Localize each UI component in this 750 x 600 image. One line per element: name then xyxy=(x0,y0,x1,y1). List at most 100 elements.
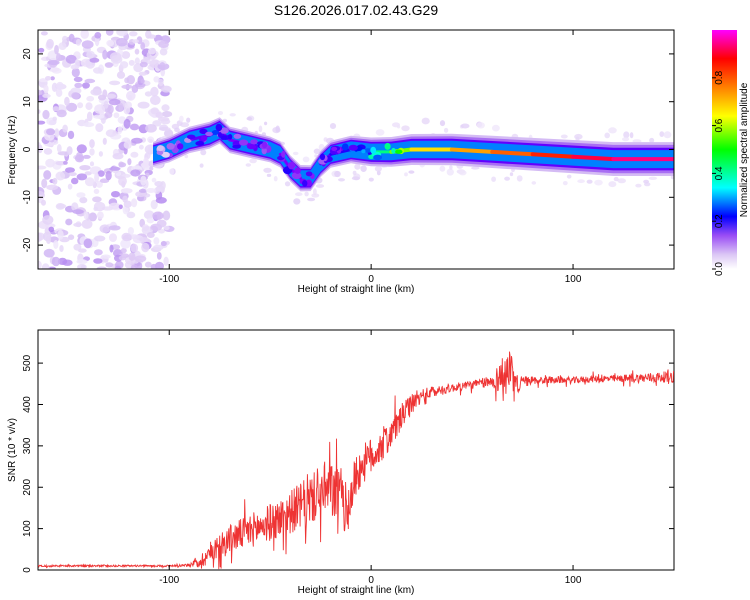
noise-blob xyxy=(141,242,150,253)
noise-blob xyxy=(70,87,82,95)
halo-blob xyxy=(184,154,189,159)
noise-blob xyxy=(131,198,138,208)
noise-blob xyxy=(155,112,164,119)
noise-blob xyxy=(77,263,87,269)
noise-blob xyxy=(86,111,93,122)
noise-blob xyxy=(105,129,117,137)
track-blob xyxy=(166,143,175,150)
halo-blob xyxy=(334,170,341,178)
noise-blob xyxy=(55,88,63,98)
noise-blob xyxy=(56,109,67,118)
noise-blob xyxy=(128,59,135,66)
noise-blob xyxy=(93,67,103,74)
noise-blob xyxy=(150,263,157,269)
noise-blob xyxy=(150,199,158,210)
noise-blob xyxy=(153,76,160,83)
y-tick-label: 100 xyxy=(22,520,33,537)
track-blob xyxy=(228,134,233,140)
noise-blob xyxy=(46,236,51,244)
x-tick-label: 0 xyxy=(368,575,374,586)
noise-blob xyxy=(45,158,55,168)
track-blob xyxy=(211,130,220,135)
halo-blob xyxy=(594,179,603,186)
halo-blob xyxy=(315,184,325,188)
track-blob xyxy=(331,146,338,151)
noise-blob xyxy=(42,215,54,225)
halo-blob xyxy=(504,176,510,181)
spectrogram-y-ticks: -20 -10 0 10 20 xyxy=(22,48,674,252)
noise-blob xyxy=(71,67,80,78)
track-blob xyxy=(239,139,248,146)
halo-blob xyxy=(421,117,430,125)
halo-blob xyxy=(471,166,480,170)
noise-blob xyxy=(38,109,41,114)
snr-y-axis-label: SNR (10 * v/v) xyxy=(7,418,18,482)
track-blob xyxy=(250,139,258,145)
noise-blob xyxy=(74,59,80,70)
halo-blob xyxy=(476,122,485,129)
noise-blob xyxy=(65,167,75,174)
noise-blob xyxy=(72,209,84,215)
snr-x-ticks: -100 0 100 xyxy=(159,330,582,586)
noise-blob xyxy=(150,86,159,97)
noise-blob xyxy=(76,173,88,181)
noise-blob xyxy=(116,37,128,47)
noise-blob xyxy=(123,118,131,129)
noise-blob xyxy=(105,170,112,181)
colorbar-ticks: 0.0 0.2 0.4 0.6 0.8 xyxy=(712,70,725,276)
halo-blob xyxy=(186,117,191,123)
noise-blob xyxy=(56,81,64,91)
track-blob xyxy=(291,172,302,180)
signal-track xyxy=(153,117,674,192)
noise-blob xyxy=(158,78,164,87)
noise-blob xyxy=(79,165,91,171)
halo-blob xyxy=(375,129,385,136)
noise-blob xyxy=(62,35,68,43)
halo-blob xyxy=(632,139,642,144)
noise-blob xyxy=(84,177,95,187)
noise-blob xyxy=(95,180,103,188)
noise-blob xyxy=(41,263,50,269)
noise-blob xyxy=(94,172,100,183)
noise-blob xyxy=(81,219,93,229)
noise-blob xyxy=(68,172,77,177)
track-blob xyxy=(348,144,358,151)
noise-blob xyxy=(38,47,45,53)
noise-blob xyxy=(62,124,68,133)
noise-blob xyxy=(163,225,170,231)
track-core-segment xyxy=(490,149,535,157)
colorbar-label: Normalized spectral amplitude xyxy=(739,82,750,217)
noise-blob xyxy=(158,40,169,49)
noise-blob xyxy=(52,106,60,112)
noise-blob xyxy=(82,82,90,89)
noise-blob xyxy=(160,118,171,125)
halo-blob xyxy=(273,176,278,182)
noise-blob xyxy=(58,42,67,50)
noise-blob xyxy=(89,139,95,149)
halo-blob xyxy=(368,177,374,182)
halo-blob xyxy=(439,120,446,127)
colorbar-gradient xyxy=(712,30,737,269)
noise-blob xyxy=(94,249,103,256)
halo-blob xyxy=(623,131,630,139)
noise-blob xyxy=(105,262,114,268)
x-tick-label: 100 xyxy=(565,575,582,586)
noise-blob xyxy=(71,177,79,185)
noise-blob xyxy=(109,244,114,253)
noise-blob xyxy=(68,33,75,43)
noise-blob xyxy=(139,61,148,68)
noise-blob xyxy=(46,184,58,191)
noise-blob xyxy=(83,122,95,128)
noise-blob xyxy=(99,178,110,183)
track-blob xyxy=(205,131,213,137)
noise-blob xyxy=(144,261,152,268)
noise-blob xyxy=(102,89,108,98)
colorbar-tick-label: 0.4 xyxy=(714,166,725,180)
noise-blob xyxy=(57,257,68,265)
noise-blob xyxy=(150,107,159,115)
noise-blob xyxy=(38,260,42,269)
noise-blob xyxy=(93,201,106,212)
halo-blob xyxy=(159,124,169,131)
halo-blob xyxy=(663,131,672,139)
noise-blob xyxy=(128,252,136,261)
